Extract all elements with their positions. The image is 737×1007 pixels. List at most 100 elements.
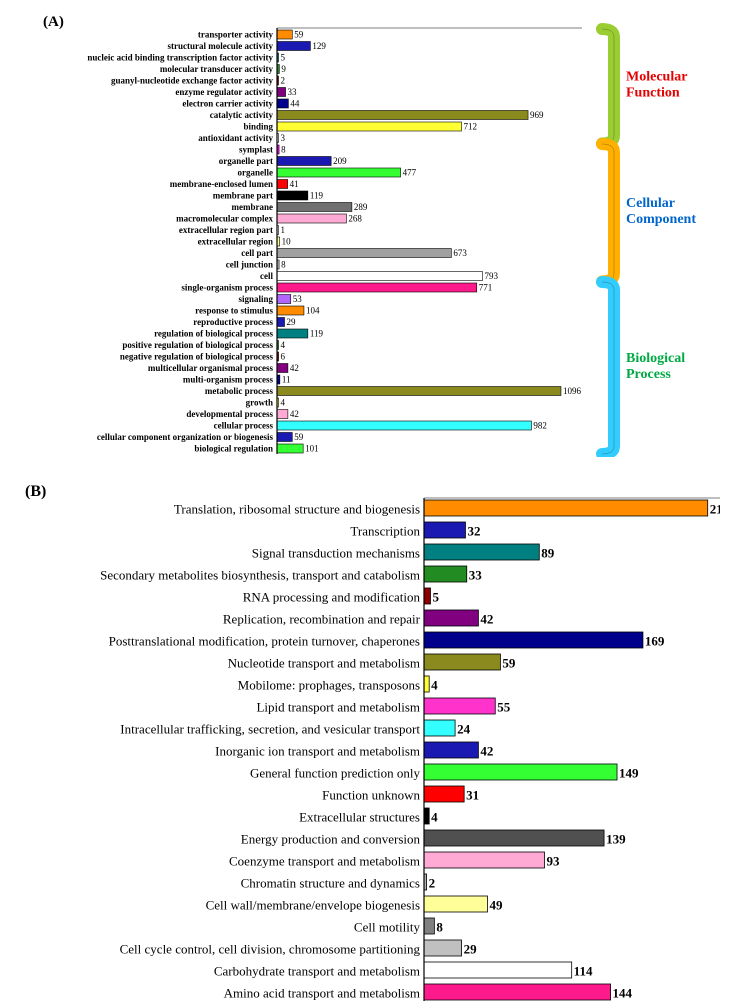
bar-label: Lipid transport and metabolism <box>256 700 420 715</box>
category-label: MolecularFunction <box>626 69 687 100</box>
bar-value: 673 <box>453 248 467 258</box>
bar <box>424 808 429 824</box>
bar-label: cell junction <box>226 260 273 270</box>
bar-label: Translation, ribosomal structure and bio… <box>174 502 420 517</box>
bar-label: Signal transduction mechanisms <box>252 546 420 561</box>
bar <box>277 30 292 39</box>
bar-value: 477 <box>403 168 417 178</box>
bar <box>277 168 401 177</box>
bar-label: extracellular region <box>198 237 273 247</box>
panel-label: (A) <box>43 14 64 30</box>
bar-value: 44 <box>290 99 300 109</box>
bar-label: Secondary metabolites biosynthesis, tran… <box>100 568 420 583</box>
bar-label: Energy production and conversion <box>241 832 421 847</box>
bar-label: developmental process <box>186 409 273 419</box>
bar-value: 3 <box>281 133 286 143</box>
bar-label: organelle <box>238 168 274 178</box>
bar <box>277 214 346 223</box>
bar-label: symplast <box>239 145 273 155</box>
bar <box>277 387 561 396</box>
category-bracket: CellularComponent <box>602 144 696 282</box>
bar-label: extracellular region part <box>179 225 273 235</box>
bar <box>424 786 464 802</box>
bar-label: membrane part <box>213 191 273 201</box>
bar-value: 4 <box>431 810 438 825</box>
bar-label: electron carrier activity <box>182 99 273 109</box>
bar-label: Function unknown <box>322 788 420 803</box>
bar-value: 1 <box>281 225 286 235</box>
bar <box>277 122 461 131</box>
bar-label: Inorganic ion transport and metabolism <box>215 744 420 759</box>
bar-value: 5 <box>281 53 286 63</box>
bar <box>277 306 304 315</box>
bar-label: multi-organism process <box>183 375 274 385</box>
bar <box>277 283 477 292</box>
bar-value: 4 <box>281 340 286 350</box>
bar-label: cell <box>260 271 273 281</box>
bar-value: 93 <box>546 854 560 869</box>
bar <box>424 588 430 604</box>
bar-label: transporter activity <box>198 30 274 40</box>
bar <box>424 918 434 934</box>
bar-value: 104 <box>306 306 320 316</box>
bar-label: guanyl-nucleotide exchange factor activi… <box>111 76 274 86</box>
bar <box>424 984 611 1000</box>
bar-label: metabolic process <box>205 386 274 396</box>
bar-value: 4 <box>431 678 438 693</box>
bar <box>424 720 455 736</box>
bar-value: 268 <box>348 214 362 224</box>
bar-label: cellular process <box>214 421 274 431</box>
bar-value: 144 <box>613 986 633 1001</box>
bar-label: positive regulation of biological proces… <box>122 340 273 350</box>
bar-value: 33 <box>288 87 298 97</box>
bar-label: structural molecule activity <box>168 41 274 51</box>
bar-label: binding <box>243 122 273 132</box>
bar <box>277 272 482 281</box>
bar-value: 8 <box>281 145 286 155</box>
bar-value: 2 <box>281 76 286 86</box>
bar-label: cell part <box>241 248 273 258</box>
bar-value: 219 <box>710 502 720 517</box>
bar <box>424 698 495 714</box>
bar-value: 33 <box>469 568 483 583</box>
bar <box>277 180 288 189</box>
bar-label: multicellular organismal process <box>148 363 274 373</box>
bar <box>277 295 291 304</box>
bar <box>424 896 487 912</box>
bar-value: 31 <box>466 788 479 803</box>
bar-value: 53 <box>293 294 303 304</box>
bar-value: 55 <box>497 700 511 715</box>
bar <box>424 610 478 626</box>
bar <box>424 500 708 516</box>
bar-value: 6 <box>281 352 286 362</box>
bar-label: response to stimulus <box>195 306 273 316</box>
bar <box>424 962 572 978</box>
bar-label: catalytic activity <box>210 110 274 120</box>
bar-value: 119 <box>310 191 324 201</box>
bar-label: Cell cycle control, cell division, chrom… <box>120 942 421 957</box>
bar <box>424 940 462 956</box>
bar-value: 129 <box>312 41 326 51</box>
bar <box>277 364 288 373</box>
bar-label: macromolecular complex <box>176 214 273 224</box>
bar-value: 119 <box>310 329 324 339</box>
bar-label: Intracellular trafficking, secretion, an… <box>120 722 420 737</box>
bar <box>277 88 286 97</box>
bar <box>424 676 429 692</box>
bar-value: 139 <box>606 832 626 847</box>
bar-value: 24 <box>457 722 471 737</box>
bar-value: 169 <box>645 634 665 649</box>
bar-label: Cell wall/membrane/envelope biogenesis <box>206 898 420 913</box>
bar-value: 209 <box>333 156 347 166</box>
bar-value: 2 <box>429 876 436 891</box>
bar-value: 712 <box>463 122 477 132</box>
bar-label: RNA processing and modification <box>243 590 421 605</box>
bar <box>277 318 285 327</box>
bar-label: regulation of biological process <box>154 329 273 339</box>
bar-value: 32 <box>467 524 480 539</box>
bar-value: 59 <box>294 30 304 40</box>
bar-value: 89 <box>541 546 555 561</box>
bar <box>424 764 617 780</box>
bar-label: membrane-enclosed lumen <box>170 179 273 189</box>
bar-label: Carbohydrate transport and metabolism <box>214 964 420 979</box>
